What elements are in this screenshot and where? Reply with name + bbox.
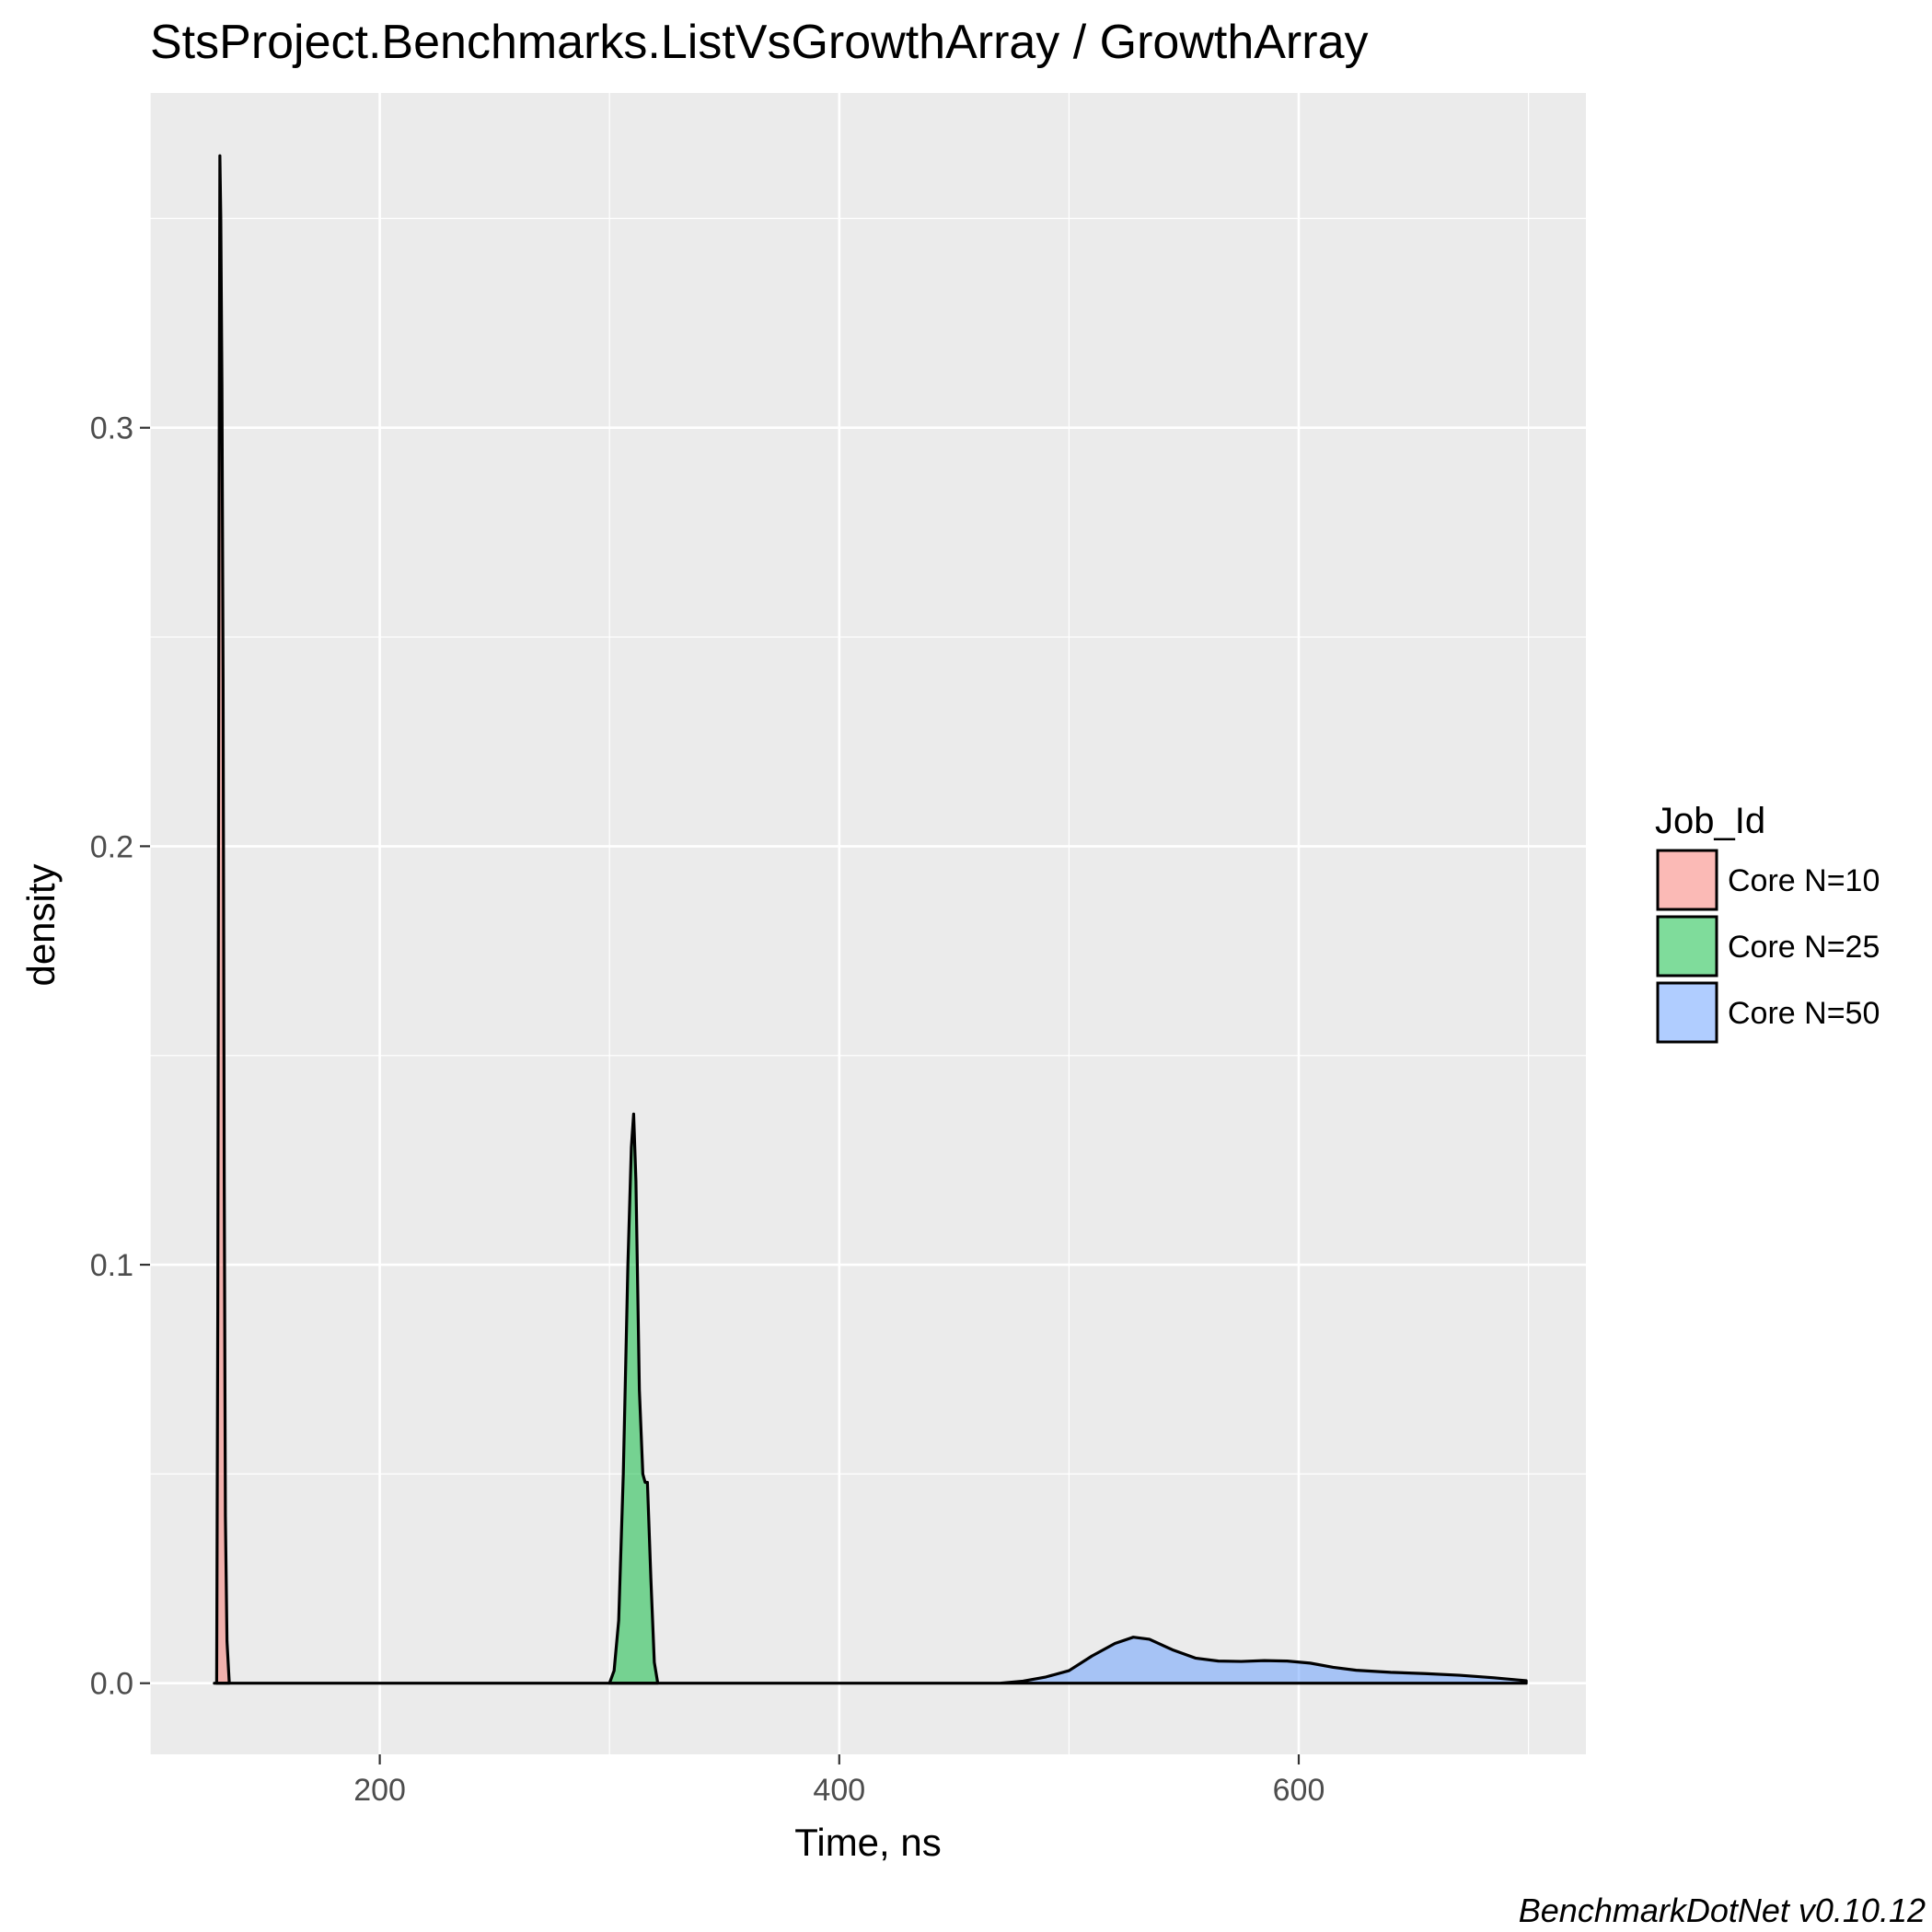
y-tick-label: 0.3: [90, 411, 133, 446]
x-tick-label: 200: [353, 1773, 406, 1808]
chart-title: StsProject.Benchmarks.ListVsGrowthArray …: [150, 16, 1369, 69]
legend-key-swatch: [1656, 849, 1718, 911]
y-tick-label: 0.2: [90, 829, 133, 864]
grid-minor: [149, 93, 1586, 1754]
legend-label: Core N=50: [1728, 996, 1880, 1031]
x-axis-title: Time, ns: [794, 1821, 941, 1864]
x-tick-label: 600: [1273, 1773, 1325, 1808]
caption: BenchmarkDotNet v0.10.12: [1519, 1892, 1926, 1929]
y-tick-label: 0.0: [90, 1667, 133, 1702]
legend: Job_Id Core N=10 Core N=25 Core N=50: [1655, 801, 1880, 1044]
y-axis: 0.0 0.1 0.2 0.3: [90, 411, 150, 1702]
legend-label: Core N=25: [1728, 930, 1880, 965]
x-axis: 200 400 600: [353, 1754, 1325, 1808]
y-tick-label: 0.1: [90, 1248, 133, 1283]
legend-title: Job_Id: [1655, 801, 1765, 841]
legend-key-swatch: [1656, 981, 1718, 1044]
density-area-series-2: [607, 1112, 660, 1685]
series-layer: [213, 154, 1528, 1685]
legend-key-swatch: [1656, 915, 1718, 978]
legend-label: Core N=10: [1728, 863, 1880, 898]
x-tick-label: 400: [813, 1773, 865, 1808]
density-area-series-3: [213, 1636, 1528, 1685]
density-area-series-1: [214, 154, 231, 1685]
plot-panel: [150, 93, 1586, 1754]
y-axis-title: density: [19, 863, 63, 986]
